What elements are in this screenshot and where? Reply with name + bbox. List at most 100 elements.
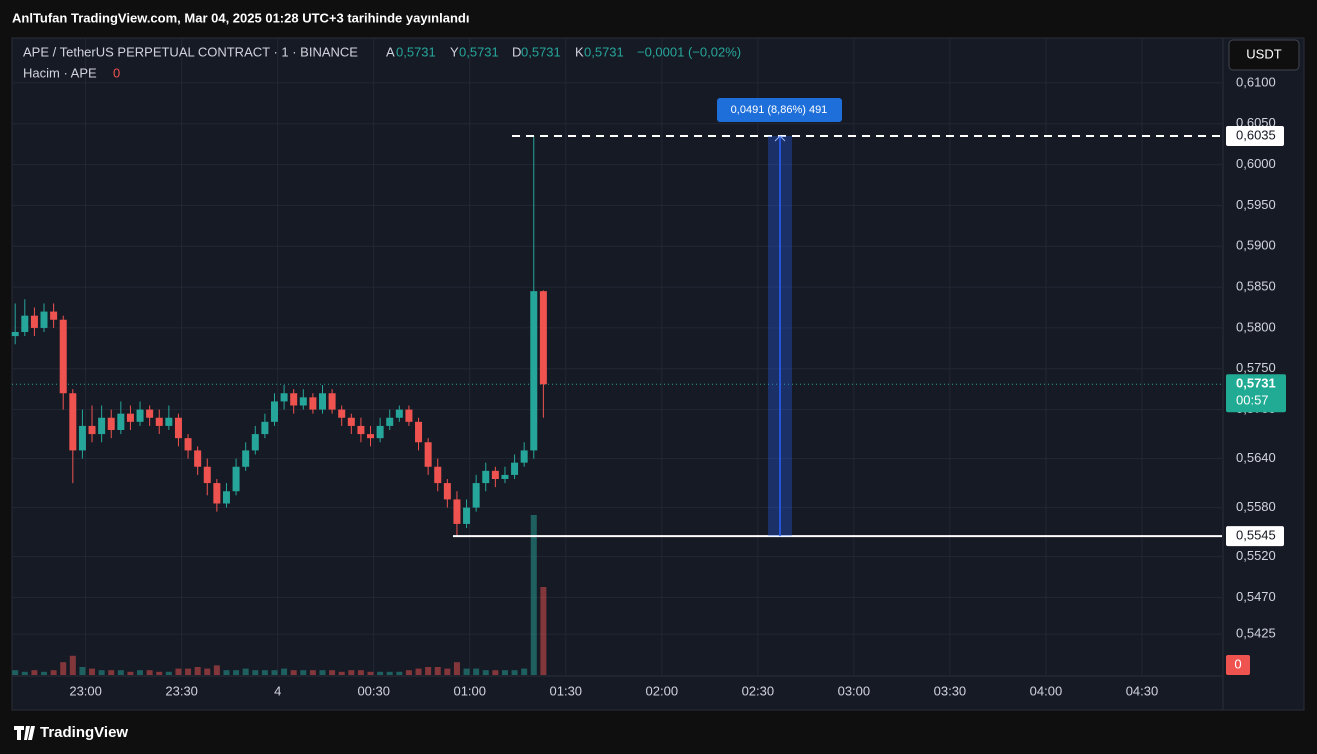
- volume-bar: [156, 671, 163, 675]
- candle-body: [69, 393, 77, 451]
- candle-body: [299, 397, 307, 406]
- volume-bar: [21, 671, 28, 675]
- currency-button[interactable]: [1228, 39, 1300, 71]
- volume-bar: [117, 670, 124, 675]
- y-tick-label: 0,5800: [1236, 319, 1276, 334]
- volume-bar: [540, 587, 547, 675]
- legend-key: D: [512, 44, 521, 59]
- chart-frame: [11, 37, 1305, 711]
- volume-bar: [185, 668, 192, 675]
- volume-bar: [492, 670, 499, 675]
- candle-body: [251, 434, 259, 451]
- volume-bar: [309, 670, 316, 675]
- volume-bar: [89, 668, 96, 675]
- x-tick-label: 4: [274, 683, 281, 698]
- candle-body: [11, 332, 19, 337]
- volume-bar: [50, 670, 57, 675]
- volume-bar: [271, 670, 278, 675]
- volume-bar: [329, 670, 336, 675]
- y-tick-label: 0,5520: [1236, 548, 1276, 563]
- volume-bar: [60, 662, 67, 675]
- candle-body: [530, 291, 538, 451]
- y-tick-label: 0,5470: [1236, 589, 1276, 604]
- volume-bar: [367, 671, 374, 675]
- measure-label: 0,0491 (8,86%) 491: [731, 104, 828, 116]
- legend-value: 0,5731: [521, 44, 561, 59]
- y-tick-label: 0,5950: [1236, 197, 1276, 212]
- candle-body: [453, 499, 461, 524]
- volume-bar: [348, 670, 355, 675]
- candle-body: [232, 466, 240, 492]
- volume-bar: [501, 670, 508, 675]
- x-tick-label: 23:00: [69, 683, 102, 698]
- y-tick-label: 0,5850: [1236, 279, 1276, 294]
- x-tick-label: 04:00: [1030, 683, 1063, 698]
- candle-body: [357, 425, 365, 435]
- volume-bar: [242, 668, 249, 675]
- volume-bar: [444, 668, 451, 675]
- x-tick-label: 01:00: [453, 683, 486, 698]
- candle-body: [482, 470, 490, 484]
- volume-bar: [473, 668, 480, 675]
- volume-bar: [319, 670, 326, 675]
- candle-body: [203, 466, 211, 484]
- legend-key: K: [575, 44, 584, 59]
- candle-body: [347, 417, 355, 426]
- x-tick-label: 01:30: [550, 683, 583, 698]
- volume-bar: [425, 667, 432, 675]
- candle-body: [501, 474, 509, 479]
- y-tick-label: 0,6000: [1236, 156, 1276, 171]
- y-tick-label: 0,5580: [1236, 499, 1276, 514]
- volume-bar: [261, 670, 268, 675]
- volume-bar: [434, 667, 441, 675]
- candle-body: [376, 425, 384, 439]
- volume-bar: [300, 670, 307, 675]
- candle-body: [424, 442, 432, 467]
- countdown-label: 00:57: [1236, 393, 1269, 408]
- volume-bar: [41, 671, 48, 675]
- candle-body: [136, 409, 144, 422]
- volume-bar: [12, 670, 19, 675]
- candle-body: [126, 413, 134, 422]
- x-tick-label: 04:30: [1126, 683, 1159, 698]
- volume-bar: [415, 668, 422, 675]
- footer-brand: TradingView: [40, 724, 128, 741]
- candle-body: [472, 483, 480, 508]
- legend-key: A: [386, 44, 395, 59]
- volume-bar: [98, 670, 105, 675]
- candle-body: [520, 450, 528, 463]
- y-tick-label: 0,5640: [1236, 450, 1276, 465]
- candle-body: [261, 421, 269, 435]
- candle-body: [174, 417, 182, 439]
- candle-body: [50, 311, 58, 320]
- volume-bar: [338, 671, 345, 675]
- legend-change: −0,0001 (−0,02%): [637, 44, 741, 59]
- candle-body: [88, 425, 96, 435]
- candle-body: [222, 491, 230, 504]
- legend-key: Y: [450, 44, 459, 59]
- y-tick-label: 0,5750: [1236, 360, 1276, 375]
- candle-body: [511, 462, 519, 475]
- candle-body: [59, 319, 67, 394]
- currency-label[interactable]: USDT: [1246, 46, 1281, 61]
- candle-body: [463, 507, 471, 524]
- candle-body: [78, 425, 86, 451]
- candle-body: [405, 409, 413, 422]
- volume-bar: [31, 670, 38, 675]
- candle-body: [539, 291, 547, 385]
- volume-bar: [127, 671, 134, 675]
- price-line-label: 0,5545: [1236, 528, 1276, 543]
- candle-body: [491, 470, 499, 479]
- volume-legend: Hacim · APE: [23, 65, 97, 80]
- x-tick-label: 02:30: [742, 683, 775, 698]
- price-line-label-box: [1226, 126, 1284, 146]
- volume-bar: [137, 670, 144, 675]
- candle-body: [194, 450, 202, 467]
- candle-body: [213, 483, 221, 504]
- legend-symbol: APE / TetherUS PERPETUAL CONTRACT · 1 · …: [23, 44, 358, 59]
- x-tick-label: 23:30: [165, 683, 198, 698]
- volume-bar: [521, 668, 528, 675]
- measure-arrow: [774, 135, 786, 142]
- candle-body: [290, 393, 298, 406]
